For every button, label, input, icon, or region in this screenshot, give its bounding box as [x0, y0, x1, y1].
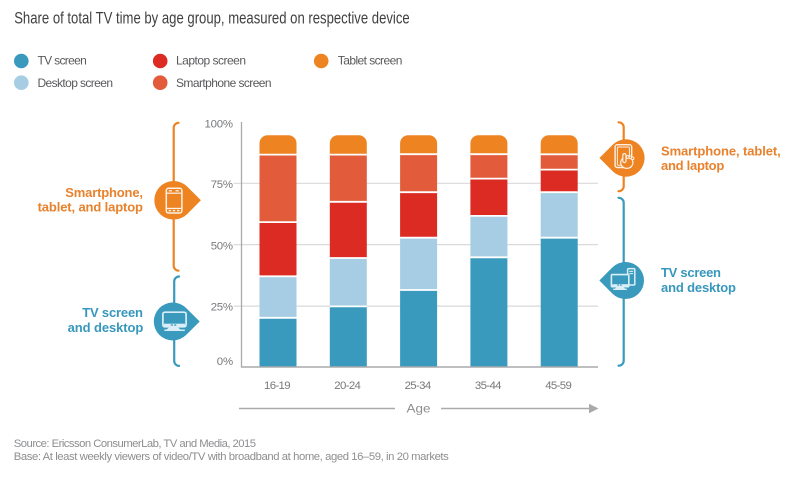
svg-text:tablet, and laptop: tablet, and laptop: [38, 199, 143, 214]
svg-text:45-59: 45-59: [545, 380, 572, 392]
svg-text:Base: At least weekly viewers: Base: At least weekly viewers of video/T…: [14, 451, 449, 463]
svg-text:20-24: 20-24: [334, 380, 361, 392]
svg-text:75%: 75%: [211, 179, 233, 191]
svg-text:and desktop: and desktop: [68, 320, 144, 335]
svg-text:100%: 100%: [205, 119, 234, 131]
svg-text:0%: 0%: [217, 356, 234, 368]
svg-text:Tablet screen: Tablet screen: [338, 54, 403, 68]
svg-text:50%: 50%: [211, 240, 233, 252]
svg-text:TV screen: TV screen: [38, 54, 87, 68]
svg-text:35-44: 35-44: [475, 380, 502, 392]
svg-text:Share of total TV time by age: Share of total TV time by age group, mea…: [14, 9, 410, 28]
svg-text:TV screen: TV screen: [661, 265, 721, 280]
svg-text:Laptop screen: Laptop screen: [176, 54, 246, 68]
svg-text:and laptop: and laptop: [661, 158, 724, 173]
svg-text:Desktop screen: Desktop screen: [38, 76, 114, 90]
svg-text:Age: Age: [407, 402, 431, 416]
svg-text:25-34: 25-34: [405, 380, 432, 392]
svg-text:16-19: 16-19: [264, 380, 291, 392]
svg-text:Smartphone, tablet,: Smartphone, tablet,: [661, 144, 781, 159]
svg-text:Smartphone screen: Smartphone screen: [176, 76, 272, 90]
svg-text:TV screen: TV screen: [82, 305, 143, 320]
svg-text:and desktop: and desktop: [661, 280, 736, 295]
svg-text:Source: Ericsson ConsumerLab,: Source: Ericsson ConsumerLab, TV and Med…: [14, 438, 256, 450]
svg-text:25%: 25%: [211, 302, 233, 314]
svg-text:Smartphone,: Smartphone,: [65, 185, 143, 200]
